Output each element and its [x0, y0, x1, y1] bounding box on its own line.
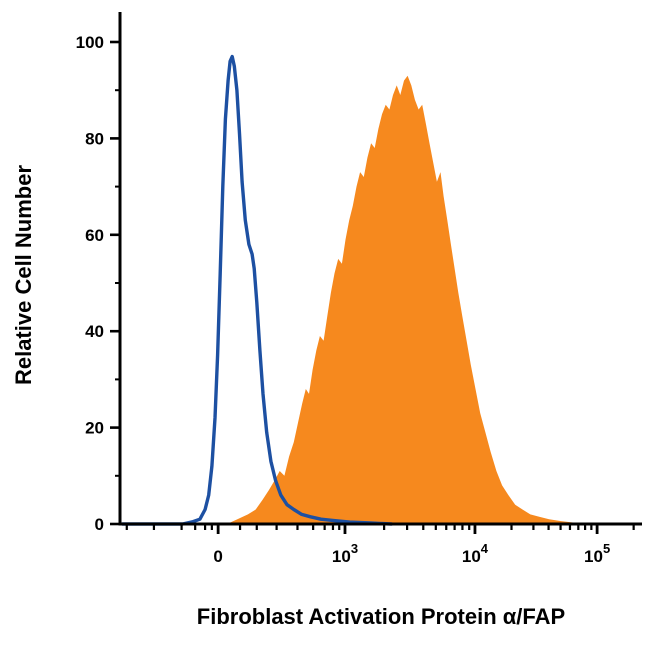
y-tick-label: 80 [85, 129, 104, 148]
blue_open_curve [120, 54, 394, 526]
y-tick-label: 100 [76, 33, 104, 52]
x-axis-label: Fibroblast Activation Protein α/FAP [196, 604, 566, 629]
y-axis-label: Relative Cell Number [11, 164, 36, 386]
y-tick-label: 20 [85, 419, 104, 438]
x-tick-label: 104 [462, 541, 489, 566]
y-tick-label: 0 [95, 515, 104, 534]
y-tick-label: 60 [85, 226, 104, 245]
y-tick-label: 40 [85, 322, 104, 341]
orange_filled_histogram [227, 75, 588, 524]
x-tick-label: 105 [584, 541, 610, 566]
x-tick-label: 0 [213, 547, 222, 566]
x-tick-label: 103 [332, 541, 358, 566]
